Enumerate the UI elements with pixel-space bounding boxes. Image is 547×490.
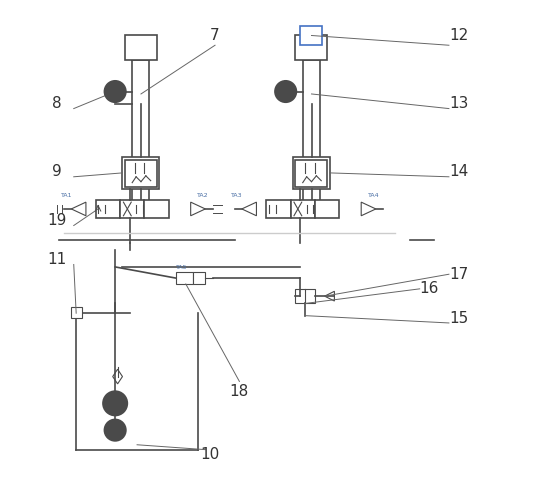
Bar [176,272,193,284]
Text: 12: 12 [449,28,468,43]
Bar [144,200,168,218]
Bar [266,200,290,218]
Text: 17: 17 [449,267,468,282]
Text: TA5: TA5 [176,266,188,270]
Bar [300,26,322,45]
Text: 9: 9 [52,165,62,179]
Bar [123,157,159,189]
Text: 18: 18 [230,384,249,399]
Bar [125,160,156,187]
Bar [295,289,315,303]
Text: TA1: TA1 [61,193,72,198]
Text: 10: 10 [201,447,220,462]
Text: 11: 11 [47,252,66,267]
Text: 16: 16 [420,281,439,296]
Text: 7: 7 [210,28,220,43]
Bar [293,157,329,189]
Bar [120,200,144,218]
Text: TA4: TA4 [368,193,379,198]
Bar [193,272,205,284]
Text: TA3: TA3 [231,193,243,198]
Bar [290,200,315,218]
Bar [125,35,156,60]
Text: 19: 19 [47,213,66,228]
Bar [295,35,327,60]
Circle shape [104,419,126,441]
Circle shape [275,81,296,102]
Bar [315,200,339,218]
Text: 13: 13 [449,96,468,111]
Text: 14: 14 [449,165,468,179]
Bar [96,200,120,218]
Bar [71,307,82,318]
Circle shape [104,81,126,102]
Text: TA2: TA2 [197,193,208,198]
Text: 15: 15 [449,311,468,325]
Circle shape [103,391,127,416]
Text: 8: 8 [52,96,61,111]
Bar [295,160,327,187]
